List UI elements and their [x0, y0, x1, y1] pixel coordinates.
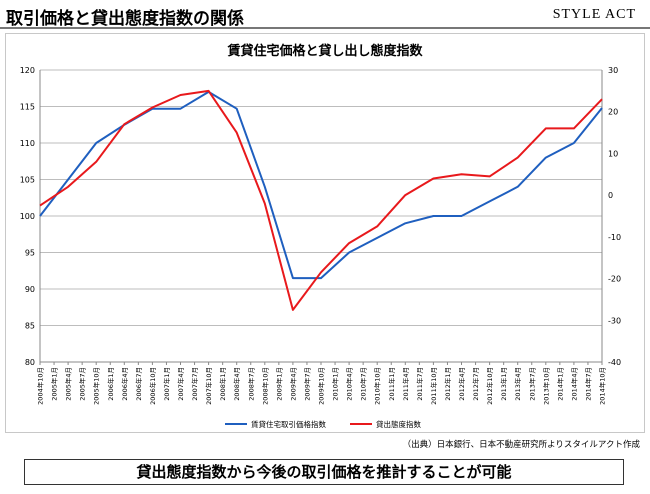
right-axis-tick-label: -20: [608, 275, 621, 284]
right-axis-tick-label: -10: [608, 233, 621, 242]
x-axis-tick-label: 2008年10月: [260, 367, 269, 405]
x-axis-tick-label: 2005年4月: [64, 367, 73, 401]
x-axis-tick-label: 2008年7月: [246, 367, 255, 401]
x-axis-tick-label: 2009年7月: [302, 367, 311, 401]
x-axis-tick-label: 2009年1月: [274, 367, 283, 401]
right-axis-tick-label: 0: [608, 191, 613, 200]
x-axis-tick-label: 2005年7月: [78, 367, 87, 401]
left-axis-tick-label: 95: [25, 249, 35, 258]
x-axis-tick-label: 2011年4月: [401, 367, 410, 401]
right-axis-tick-label: -30: [608, 316, 621, 325]
x-axis-tick-label: 2008年4月: [232, 367, 241, 401]
left-axis-tick-label: 115: [20, 103, 35, 112]
x-axis-tick-label: 2014年1月: [555, 367, 564, 401]
left-axis-tick-label: 90: [25, 285, 35, 294]
legend-item-lending-attitude-index-label: 貸出態度指数: [376, 419, 421, 429]
x-axis-tick-label: 2013年4月: [513, 367, 522, 401]
brand-logo: STYLE ACT: [552, 7, 636, 22]
x-axis-tick-label: 2006年1月: [106, 367, 115, 401]
x-axis-tick-label: 2007年4月: [176, 367, 185, 401]
x-axis-tick-label: 2010年10月: [373, 367, 382, 405]
x-axis-tick-label: 2012年1月: [443, 367, 452, 401]
series-line-lending-attitude-index: [39, 89, 603, 311]
x-axis-tick-label: 2006年10月: [148, 367, 157, 405]
left-axis-tick-label: 85: [25, 322, 35, 331]
x-axis-tick-label: 2013年7月: [527, 367, 536, 401]
x-axis-tick-label: 2011年10月: [429, 367, 438, 405]
x-axis-tick-label: 2013年10月: [541, 367, 550, 405]
x-axis-tick-label: 2014年7月: [583, 367, 592, 401]
left-axis-tick-label: 80: [25, 358, 35, 367]
x-axis-tick-label: 2004年10月: [36, 367, 45, 405]
x-axis-tick-label: 2005年1月: [50, 367, 59, 401]
left-axis-tick-label: 100: [20, 212, 35, 221]
summary-banner: 貸出態度指数から今後の取引価格を推計することが可能: [24, 459, 624, 485]
x-axis-tick-label: 2006年7月: [134, 367, 143, 401]
x-axis-tick-label: 2005年10月: [92, 367, 101, 405]
page-header: 取引価格と貸出態度指数の関係 STYLE ACT: [0, 0, 650, 30]
x-axis-tick-label: 2014年4月: [569, 367, 578, 401]
right-axis-tick-label: 30: [608, 66, 618, 75]
x-axis-tick-label: 2011年1月: [387, 367, 396, 401]
x-axis-tick-label: 2014年10月: [598, 367, 607, 405]
x-axis-tick-label: 2010年1月: [331, 367, 340, 401]
left-axis-tick-label: 105: [20, 176, 35, 185]
x-axis-tick-label: 2009年4月: [288, 367, 297, 401]
x-axis-tick-label: 2008年1月: [218, 367, 227, 401]
x-axis-tick-label: 2012年4月: [457, 367, 466, 401]
legend-item-rent-price-index-label: 賃貸住宅取引価格指数: [251, 419, 326, 429]
x-axis-tick-label: 2009年10月: [317, 367, 326, 405]
right-axis-tick-label: 20: [608, 108, 618, 117]
x-axis-tick-label: 2007年7月: [190, 367, 199, 401]
series-line-rent-price-index: [39, 90, 603, 280]
x-axis-tick-label: 2010年7月: [359, 367, 368, 401]
x-axis-tick-label: 2007年10月: [204, 367, 213, 405]
chart-frame: [5, 33, 645, 433]
x-axis-tick-label: 2012年10月: [485, 367, 494, 405]
x-axis-tick-label: 2011年7月: [415, 367, 424, 401]
left-axis-tick-label: 120: [20, 66, 35, 75]
page-title: 取引価格と貸出態度指数の関係: [6, 9, 244, 29]
right-axis-tick-label: -40: [608, 358, 621, 367]
x-axis-tick-label: 2010年4月: [345, 367, 354, 401]
chart-title: 賃貸住宅価格と貸し出し態度指数: [226, 43, 423, 59]
x-axis-tick-label: 2006年4月: [120, 367, 129, 401]
x-axis-tick-label: 2013年1月: [499, 367, 508, 401]
source-note: （出典）日本銀行、日本不動産研究所よりスタイルアクト作成: [402, 440, 640, 450]
right-axis-tick-label: 10: [608, 149, 618, 158]
header-divider: [0, 27, 650, 29]
line-chart: 賃貸住宅価格と貸し出し態度指数 80859095100105110115120-…: [20, 43, 621, 429]
x-axis-tick-label: 2012年7月: [471, 367, 480, 401]
left-axis-tick-label: 110: [20, 139, 35, 148]
x-axis-tick-label: 2007年1月: [162, 367, 171, 401]
